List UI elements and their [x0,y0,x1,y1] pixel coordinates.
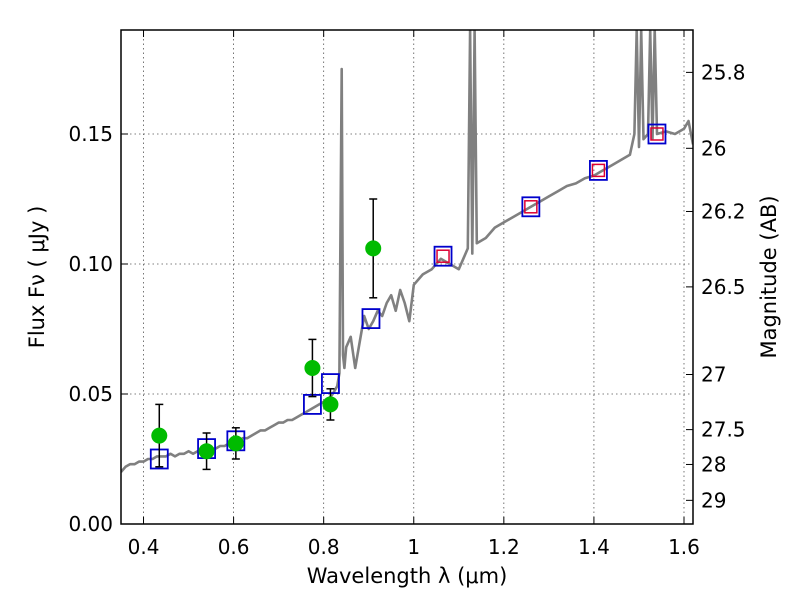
y2-tick-label: 27.5 [701,418,746,442]
x-tick-label: 0.4 [128,535,160,559]
observed-point [227,435,244,452]
y-tick-label: 0.10 [68,252,113,276]
model-box [521,196,541,218]
y-tick-label: 0.15 [68,122,113,146]
model-box [589,159,608,181]
observed-point [322,396,339,413]
x-tick-label: 1.4 [578,535,610,559]
observed-point [151,427,168,444]
x-tick-label: 1.6 [668,535,700,559]
x-tick-label: 0.8 [308,535,340,559]
model-box [647,123,667,145]
observed-point [304,360,321,376]
axes: 0.4 0.6 0.8 1 1.2 1.4 1.6 0.00 0.05 0.10 0.15 25.8 2… [68,30,746,559]
red-model-box [650,127,664,141]
y-axis-label: Flux Fν ( μJy ) [25,206,49,349]
x-tick-label: 0.6 [218,535,250,559]
spectrum-line [121,30,693,473]
y-tick-label: 0.00 [68,512,113,536]
y2-tick-label: 26.2 [701,199,746,223]
model-box [361,308,381,330]
model-box [433,245,453,267]
y2-tick-label: 26.5 [701,275,746,299]
red-model-box [436,249,450,263]
y2-tick-label: 27 [701,363,726,387]
red-model-box [524,200,538,214]
y2-tick-label: 29 [701,488,726,512]
y2-tick-label: 25.8 [701,60,746,84]
x-tick-label: 1 [407,535,420,559]
observed-point [365,240,382,257]
plot-area [121,30,693,473]
y2-tick-label: 28 [701,452,726,476]
plot-frame [120,29,694,525]
observed-point [198,443,215,460]
y2-axis-label: Magnitude (AB) [757,195,781,358]
y-tick-label: 0.05 [68,382,113,406]
x-axis-label: Wavelength λ (μm) [307,564,508,588]
red-model-box [591,163,606,178]
y2-tick-label: 26 [701,136,726,160]
x-tick-label: 1.2 [488,535,520,559]
